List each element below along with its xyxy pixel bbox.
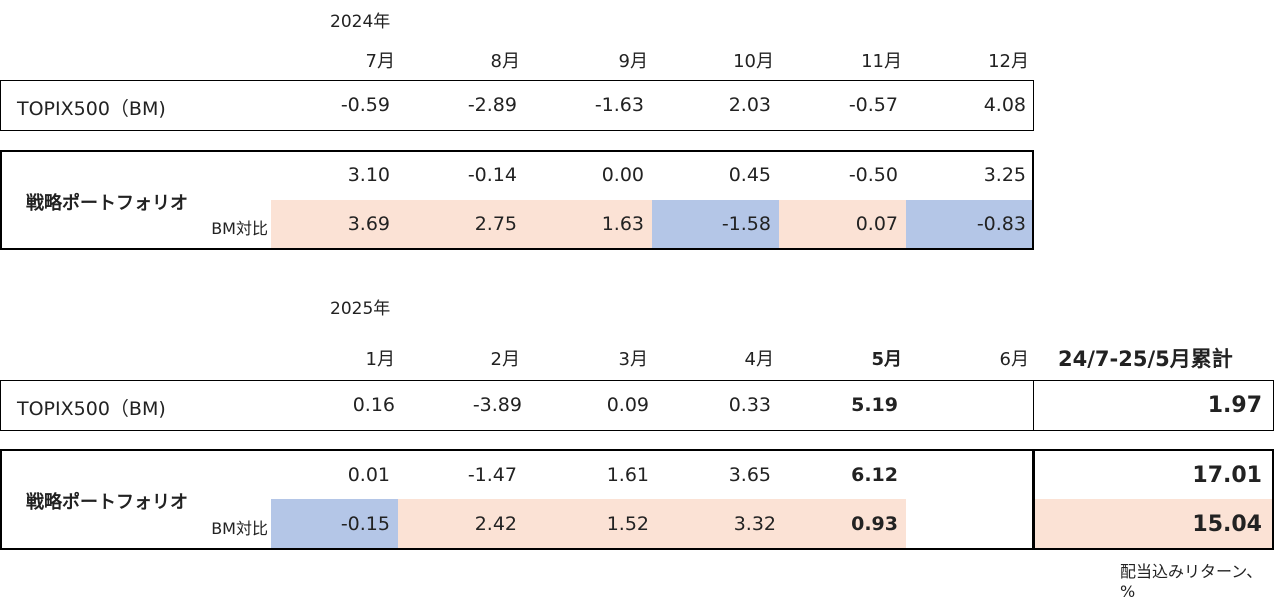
bm-row-2024 xyxy=(0,80,1034,131)
portfolio-box-2024 xyxy=(0,150,1034,250)
cumulative-bm-value: 1.97 xyxy=(1207,393,1262,418)
month-header: 10月 xyxy=(733,51,774,72)
diff-value: 0.07 xyxy=(855,213,898,235)
month-header: 2月 xyxy=(490,349,520,370)
portfolio-label: 戦略ポートフォリオ xyxy=(26,193,188,214)
portfolio-value: 0.01 xyxy=(347,464,390,486)
bm-label: TOPIX500（BM) xyxy=(17,398,166,420)
portfolio-value: 3.25 xyxy=(983,164,1026,186)
diff-cell-bg xyxy=(398,499,906,548)
bm-value: -3.89 xyxy=(472,394,522,416)
cumulative-portfolio-box xyxy=(1033,449,1274,550)
portfolio-value: -1.47 xyxy=(467,464,517,486)
bm-value: -2.89 xyxy=(467,94,517,116)
diff-value: 2.75 xyxy=(474,213,517,235)
footnote: 配当込みリターン、% xyxy=(1120,562,1263,601)
cumulative-portfolio-value: 17.01 xyxy=(1192,463,1262,488)
diff-cell-bg xyxy=(397,200,524,248)
cumulative-diff-value: 15.04 xyxy=(1192,512,1262,537)
portfolio-value: 3.10 xyxy=(347,164,390,186)
month-header: 12月 xyxy=(988,51,1029,72)
portfolio-value: 0.00 xyxy=(601,164,644,186)
diff-value: 3.69 xyxy=(347,213,390,235)
diff-label: BM対比 xyxy=(211,519,268,538)
diff-cell-bg xyxy=(906,200,1032,248)
cumulative-diff-bg xyxy=(1035,499,1272,548)
bm-value: -0.59 xyxy=(340,94,390,116)
diff-cell-bg xyxy=(271,499,398,548)
month-header: 7月 xyxy=(365,51,395,72)
diff-value: 3.32 xyxy=(733,513,776,535)
bm-value-current: 5.19 xyxy=(851,394,898,416)
portfolio-value: 1.61 xyxy=(606,464,649,486)
bm-value: 0.09 xyxy=(606,394,649,416)
portfolio-label: 戦略ポートフォリオ xyxy=(26,492,188,513)
diff-value: 2.42 xyxy=(474,513,517,535)
diff-value: 1.52 xyxy=(606,513,649,535)
cumulative-bm-box xyxy=(1033,380,1274,431)
month-header: 3月 xyxy=(618,349,648,370)
month-header-current: 5月 xyxy=(871,349,902,370)
month-header: 6月 xyxy=(999,349,1029,370)
bm-label: TOPIX500（BM) xyxy=(17,98,166,120)
bm-value: 2.03 xyxy=(728,94,771,116)
month-header: 9月 xyxy=(618,51,648,72)
diff-value: -0.83 xyxy=(976,213,1026,235)
diff-cell-bg xyxy=(652,200,779,248)
portfolio-value: -0.14 xyxy=(467,164,517,186)
bm-value: -1.63 xyxy=(594,94,644,116)
bm-value: -0.57 xyxy=(848,94,898,116)
diff-label: BM対比 xyxy=(211,219,268,238)
year-2024-label: 2024年 xyxy=(330,12,391,32)
month-header: 4月 xyxy=(744,349,774,370)
bm-value: 0.16 xyxy=(352,394,395,416)
month-header: 11月 xyxy=(861,51,902,72)
cumulative-header: 24/7-25/5月累計 xyxy=(1058,347,1233,371)
month-header: 8月 xyxy=(490,51,520,72)
diff-cell-bg xyxy=(271,200,397,248)
diff-value: 1.63 xyxy=(601,213,644,235)
bm-value: 0.33 xyxy=(728,394,771,416)
bm-value: 4.08 xyxy=(983,94,1026,116)
portfolio-value: 3.65 xyxy=(728,464,771,486)
portfolio-value: 0.45 xyxy=(728,164,771,186)
year-2025-label: 2025年 xyxy=(330,299,391,319)
portfolio-value-current: 6.12 xyxy=(851,464,898,486)
month-header: 1月 xyxy=(365,349,395,370)
portfolio-value: -0.50 xyxy=(848,164,898,186)
diff-cell-bg xyxy=(779,200,906,248)
diff-value: -1.58 xyxy=(721,213,771,235)
diff-value: -0.15 xyxy=(340,513,390,535)
diff-cell-bg xyxy=(524,200,652,248)
diff-value-current: 0.93 xyxy=(851,513,898,535)
